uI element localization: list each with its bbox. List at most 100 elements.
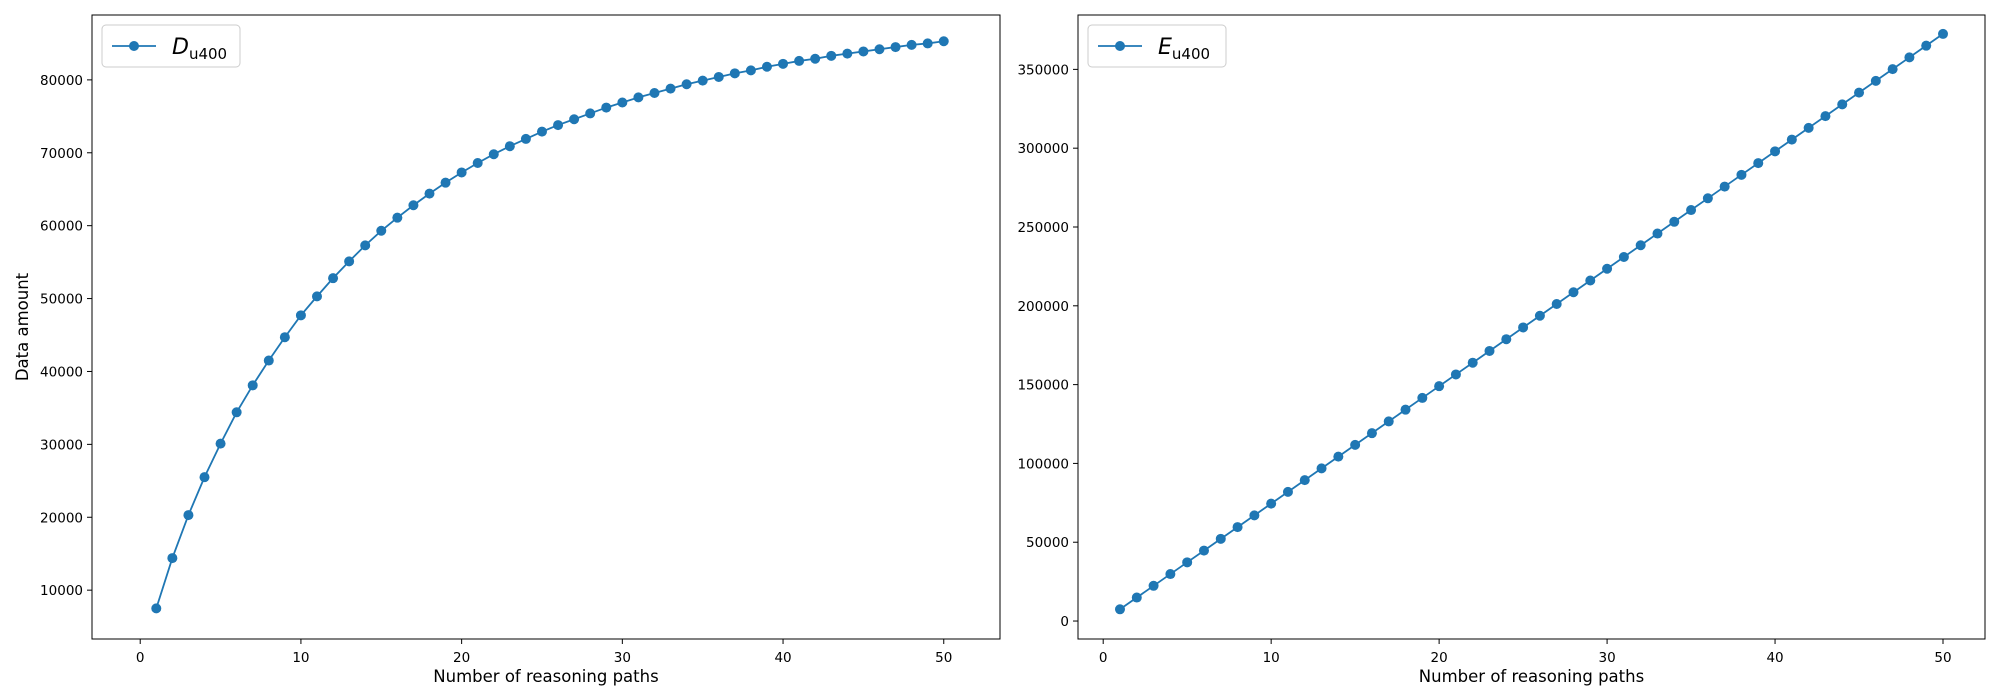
x-tick-label: 0 [136, 650, 145, 666]
data-point [681, 79, 692, 90]
data-point [697, 75, 708, 86]
data-point [167, 553, 178, 564]
data-point [858, 46, 869, 57]
data-point [729, 68, 740, 79]
y-tick-label: 70000 [40, 146, 83, 162]
data-point [1501, 334, 1512, 345]
data-point [1434, 381, 1445, 392]
data-point [617, 97, 628, 108]
data-point [295, 310, 306, 321]
data-point [826, 50, 837, 61]
y-tick-label: 250000 [1017, 220, 1069, 236]
data-point [906, 39, 917, 50]
data-point [1854, 87, 1865, 98]
y-tick-label: 150000 [1017, 378, 1069, 394]
y-tick-label: 200000 [1017, 299, 1069, 315]
data-point [601, 102, 612, 113]
data-point [585, 108, 596, 119]
data-point [1870, 75, 1881, 86]
data-point [247, 380, 258, 391]
chart-panel-1: 0 10 20 30 40 50 10000 20000 30000 40000 50000 6000… [13, 14, 1001, 686]
data-point [922, 38, 933, 49]
data-point [1770, 146, 1781, 157]
legend-label: Du400 [172, 35, 227, 63]
y-tick-label: 0 [1060, 614, 1069, 630]
data-point [376, 225, 387, 236]
x-tick-label: 20 [453, 650, 470, 666]
data-point [1585, 275, 1596, 286]
data-point [1215, 533, 1226, 544]
y-tick-label: 100000 [1017, 456, 1069, 472]
data-point [1820, 111, 1831, 122]
legend: Du400 [101, 24, 241, 68]
data-point [553, 120, 564, 131]
chart-panel-2: 0 10 20 30 40 50 0 50000 100000 150000 200000 25000… [1017, 14, 1986, 686]
data-point [472, 157, 483, 168]
data-point [536, 126, 547, 137]
data-point [1249, 510, 1260, 521]
data-point [1400, 404, 1411, 415]
x-tick-label: 20 [1431, 650, 1448, 666]
data-point [938, 36, 949, 47]
data-point [1383, 416, 1394, 427]
plot-frame [1077, 14, 1986, 640]
x-tick-label: 30 [1598, 650, 1615, 666]
data-point [1602, 263, 1613, 274]
legend-box [101, 24, 241, 68]
data-point [874, 44, 885, 55]
data-point [183, 510, 194, 521]
data-point [1803, 122, 1814, 133]
data-point [842, 48, 853, 59]
data-point [1232, 522, 1243, 533]
x-tick-label: 40 [774, 650, 791, 666]
legend-label: Eu400 [1158, 35, 1210, 63]
x-tick-label: 50 [1934, 650, 1951, 666]
y-tick-label: 50000 [40, 292, 83, 308]
data-point [279, 332, 290, 343]
data-point [1282, 486, 1293, 497]
data-point [778, 58, 789, 69]
x-axis-title: Number of reasoning paths [433, 667, 658, 686]
data-point [1534, 310, 1545, 321]
data-point [1551, 298, 1562, 309]
data-point [1786, 134, 1797, 145]
data-point [649, 88, 660, 98]
data-point [488, 149, 499, 160]
data-point [1921, 40, 1932, 51]
legend-label-main: D [172, 35, 189, 60]
data-point [199, 472, 210, 483]
data-point [360, 240, 371, 251]
y-tick-label: 60000 [40, 219, 83, 235]
data-point [761, 61, 772, 72]
data-point [408, 200, 419, 211]
data-point [1618, 252, 1629, 263]
y-tick-label: 20000 [40, 510, 83, 526]
data-point [1148, 580, 1159, 591]
data-point [215, 438, 226, 449]
data-point [456, 167, 467, 178]
data-point [1131, 592, 1142, 603]
data-point [1686, 205, 1697, 216]
y-axis-title: Data amount [13, 272, 32, 381]
legend-marker [1115, 41, 1125, 51]
x-tick-label: 40 [1766, 650, 1783, 666]
data-point [504, 141, 515, 152]
y-tick-label: 50000 [1026, 535, 1069, 551]
data-point [1719, 181, 1730, 192]
x-tick-label: 10 [292, 650, 309, 666]
legend: Eu400 [1087, 24, 1227, 68]
data-point [520, 133, 531, 144]
data-point [440, 177, 451, 188]
data-point [1702, 193, 1713, 204]
data-point [231, 407, 242, 418]
y-tick-label: 40000 [40, 364, 83, 380]
data-point [1266, 498, 1277, 509]
data-point [1467, 357, 1478, 368]
x-tick-label: 50 [935, 650, 952, 666]
legend-label-sub: u400 [1172, 45, 1210, 63]
data-point [1837, 99, 1848, 110]
data-point [890, 42, 901, 53]
data-point [1635, 240, 1646, 251]
legend-label-main: E [1158, 35, 1172, 60]
